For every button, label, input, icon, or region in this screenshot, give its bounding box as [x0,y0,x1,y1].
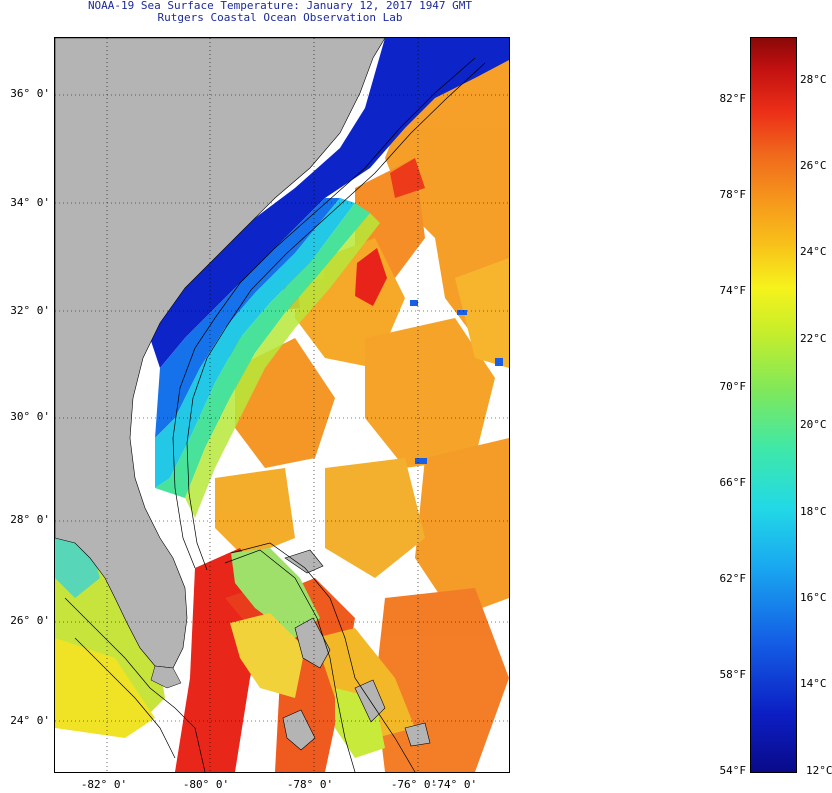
latitude-label: 28° 0' [10,513,50,526]
latitude-label: 24° 0' [10,714,50,727]
celsius-label: 22°C [800,332,827,345]
fahrenheit-label: 74°F [719,284,747,297]
fahrenheit-label: 54°F [719,764,747,777]
fahrenheit-label: 82°F [719,92,747,105]
fahrenheit-label: 70°F [719,380,747,393]
celsius-label: 18°C [800,505,827,518]
fahrenheit-label: 58°F [719,668,747,681]
celsius-label: 26°C [800,159,827,172]
depth-contours [64,57,486,772]
map-title: NOAA-19 Sea Surface Temperature: January… [87,0,473,12]
cold-patches [410,300,503,464]
latitude-label: 26° 0' [10,614,50,627]
latitude-label: 36° 0' [10,87,50,100]
celsius-label: 20°C [800,418,827,431]
longitude-label: -74° 0' [430,778,478,791]
celsius-label: 16°C [800,591,827,604]
latitude-label: 34° 0' [10,196,50,209]
longitude-label: -78° 0' [286,778,334,791]
longitude-label: -80° 0' [182,778,230,791]
celsius-label: 12°C [806,764,832,777]
longitude-label: -76° 0' [390,778,438,791]
map-subtitle: Rutgers Coastal Ocean Observation Lab [157,11,403,24]
celsius-label: 14°C [800,677,827,690]
land-mass [55,38,386,669]
bahama-bank [231,548,320,638]
fahrenheit-label: 62°F [719,572,747,585]
sst-map-graphic [55,38,509,772]
colorbar-gradient [751,38,796,772]
celsius-label: 24°C [800,245,827,258]
temperature-colorbar [750,37,797,773]
celsius-label: 28°C [800,73,827,86]
latitude-label: 30° 0' [10,410,50,423]
fahrenheit-label: 66°F [719,476,747,489]
latitude-label: 32° 0' [10,304,50,317]
longitude-label: -82° 0' [80,778,128,791]
cold-coastal-water [150,38,509,368]
sst-map [54,37,510,773]
fahrenheit-label: 78°F [719,188,747,201]
